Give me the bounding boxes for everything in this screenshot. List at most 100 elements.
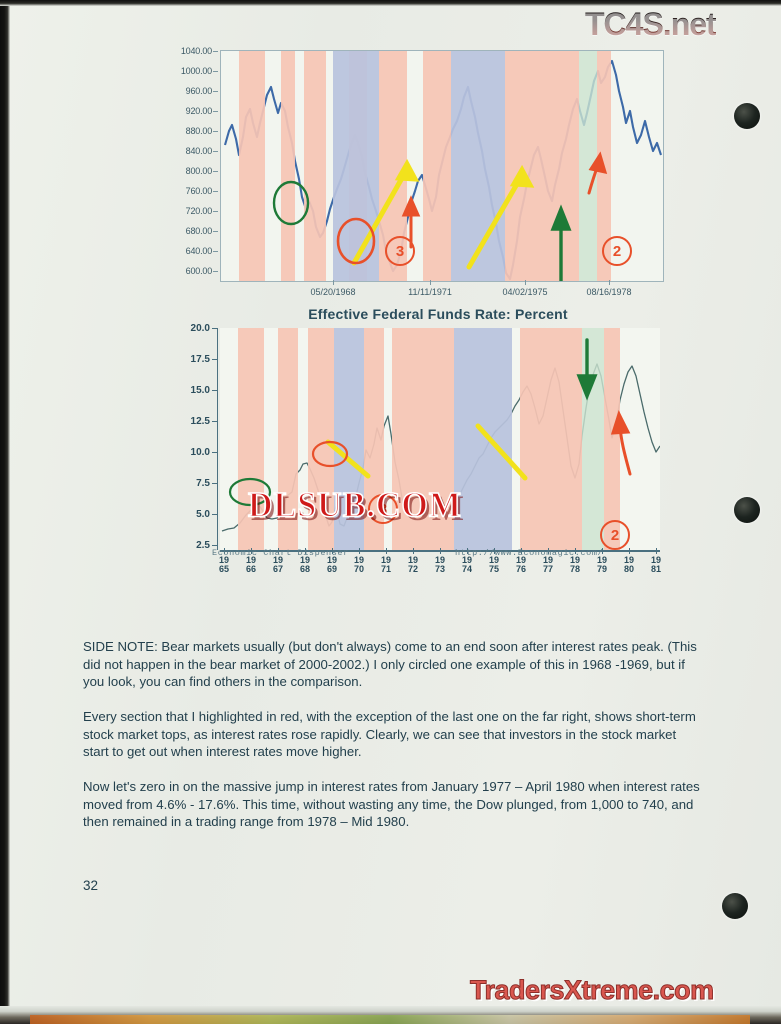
highlight-band-blue (334, 328, 364, 550)
annotation-2-circle-bottom: 2 (600, 520, 630, 550)
dow-plot-area (220, 50, 664, 282)
y-tick (213, 51, 218, 52)
highlight-band-blue (451, 51, 505, 281)
highlight-band-red (304, 51, 326, 281)
fed-funds-x-axis: 19 65 19 66 19 67 19 68 19 69 19 70 19 71 19 72 … (218, 548, 661, 584)
y-tick (212, 328, 218, 329)
y-tick (213, 251, 218, 252)
y-tick (213, 131, 218, 132)
y-tick-label: 960.00 (185, 86, 213, 96)
annotation-2-circle: 2 (602, 236, 632, 266)
y-tick-label: 760.00 (185, 186, 213, 196)
fed-funds-chart: Effective Federal Funds Rate: Percent 20… (178, 306, 678, 596)
x-tick (386, 548, 387, 554)
x-tick (333, 280, 334, 285)
x-tick-label: 05/20/1968 (310, 287, 356, 297)
y-tick-label: 680.00 (185, 226, 213, 236)
dow-y-axis: 1040.00 1000.00 960.00 920.00 880.00 840… (170, 46, 218, 284)
y-tick (213, 211, 218, 212)
x-tick (548, 548, 549, 554)
economagic-url-credit: http://www.Economagic.com/ (455, 548, 604, 558)
punch-hole (734, 497, 760, 523)
yellow-trend-lines (325, 423, 528, 481)
x-tick-label: 19 67 (272, 555, 284, 574)
y-tick-label: 840.00 (185, 146, 213, 156)
red-circle-1970 (336, 217, 376, 265)
x-tick-label: 19 66 (245, 555, 257, 574)
x-tick (305, 548, 306, 554)
highlight-band-red (392, 328, 454, 550)
highlight-band-red (308, 328, 334, 550)
highlight-band-red (239, 51, 265, 281)
y-tick (212, 514, 218, 515)
y-tick-label: 920.00 (185, 106, 213, 116)
x-tick-label: 04/02/1975 (502, 287, 548, 297)
fed-funds-y-axis: 20.0 17.5 15.0 12.5 10.0 7.5 5.0 2.5 (178, 323, 219, 556)
x-tick-label: 19 74 (461, 555, 473, 574)
y-tick-label: 12.5 (190, 416, 210, 427)
punch-hole (734, 103, 760, 129)
green-circle-1967 (228, 477, 272, 507)
y-axis-line (217, 328, 219, 550)
highlight-band-red (604, 328, 620, 550)
highlight-band-red (423, 51, 451, 281)
y-tick (213, 71, 218, 72)
y-tick (212, 483, 218, 484)
y-tick-label: 1040.00 (180, 46, 212, 56)
x-tick (467, 548, 468, 554)
hand-annotations-bottom (228, 338, 632, 507)
x-tick (332, 548, 333, 554)
y-tick-label: 10.0 (190, 447, 210, 458)
x-tick (525, 280, 526, 285)
x-tick (440, 548, 441, 554)
y-tick (213, 271, 218, 272)
y-tick (213, 91, 218, 92)
y-tick-label: 600.00 (185, 266, 213, 276)
x-tick-label: 19 73 (434, 555, 446, 574)
paragraph-red-sections: Every section that I highlighted in red,… (83, 709, 696, 759)
y-tick (212, 421, 218, 422)
annotation-3-circle: 3 (385, 236, 415, 266)
page-number: 32 (83, 878, 99, 893)
watermark-dlsub: DLSUB.COM (247, 485, 462, 526)
highlight-band-red (238, 328, 264, 550)
y-tick-label: 15.0 (190, 385, 210, 396)
x-tick (251, 548, 252, 554)
x-tick (575, 548, 576, 554)
highlight-band-green (579, 51, 597, 281)
y-tick-label: 880.00 (185, 126, 213, 136)
y-tick (213, 111, 218, 112)
highlight-band-blue (333, 51, 379, 281)
fed-funds-chart-title: Effective Federal Funds Rate: Percent (308, 306, 568, 322)
y-tick-label: 7.5 (196, 478, 210, 489)
watermark-tc4s: TC4S.net (585, 6, 717, 42)
red-circle-1969 (311, 440, 349, 468)
dow-x-axis: 05/20/1968 11/11/1971 04/02/1975 08/16/1… (220, 280, 662, 301)
yellow-trend-arrows (351, 158, 535, 270)
y-tick (212, 545, 218, 546)
x-tick (278, 548, 279, 554)
x-tick-label: 19 69 (326, 555, 338, 574)
highlight-band-red (278, 328, 298, 550)
fed-funds-plot-area (220, 328, 660, 550)
x-tick (629, 548, 630, 554)
x-tick-label: 19 70 (353, 555, 365, 574)
x-tick (224, 548, 225, 554)
x-tick (430, 280, 431, 285)
y-tick (213, 151, 218, 152)
y-tick-label: 800.00 (185, 166, 213, 176)
x-tick-label: 08/16/1978 (586, 287, 632, 297)
paragraph-rate-jump: Now let's zero in on the massive jump in… (83, 779, 700, 829)
y-tick-label: 2.5 (196, 540, 210, 551)
highlight-band-blue (454, 328, 512, 550)
scan-bottom-edge (0, 1006, 781, 1024)
color-calibration-strip (30, 1015, 750, 1024)
x-tick (656, 548, 657, 554)
dow-chart: 1040.00 1000.00 960.00 920.00 880.00 840… (170, 46, 670, 370)
x-tick (494, 548, 495, 554)
x-tick-label: 19 72 (407, 555, 419, 574)
highlight-band-red (520, 328, 582, 550)
x-tick-label: 19 65 (218, 555, 230, 574)
punch-hole (722, 893, 748, 919)
hand-annotations (272, 151, 608, 281)
